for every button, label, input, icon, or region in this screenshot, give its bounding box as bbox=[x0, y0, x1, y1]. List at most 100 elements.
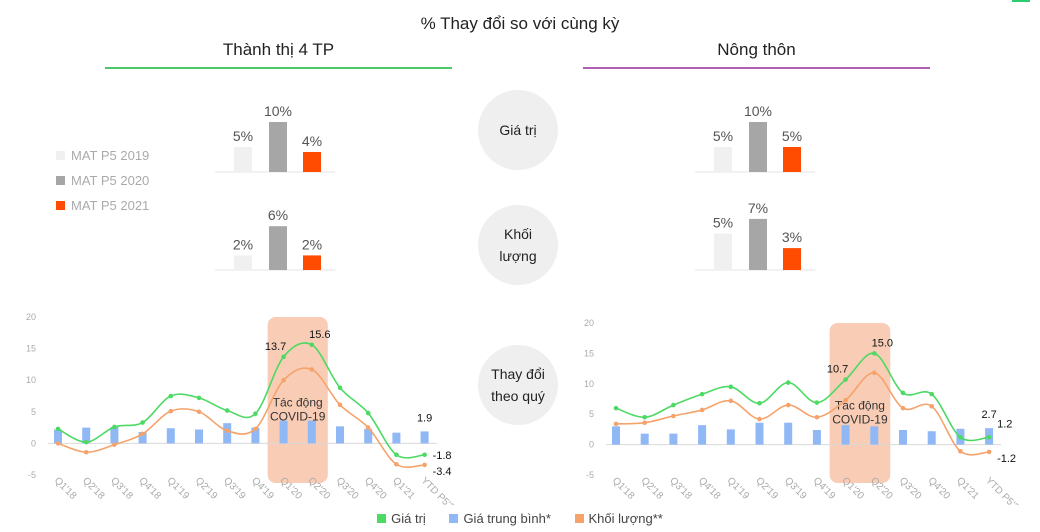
value-line-point bbox=[224, 408, 230, 413]
value-line-point bbox=[872, 351, 877, 356]
bar-label-2021: 3% bbox=[782, 229, 802, 245]
avg-price-bar bbox=[784, 422, 793, 445]
legend-label-gia-tri: Giá trị bbox=[391, 511, 426, 526]
x-tick-label: Q2'18 bbox=[80, 475, 107, 502]
legend-swatch-gia-tb bbox=[449, 514, 459, 523]
x-tick-label: Q3'18 bbox=[108, 475, 135, 502]
x-tick-label: YTD P5'21 bbox=[418, 475, 460, 505]
avg-price-bar bbox=[870, 426, 879, 445]
bar-2019 bbox=[234, 255, 252, 270]
bar-label-2020: 10% bbox=[744, 103, 772, 119]
value-line-point bbox=[613, 405, 619, 411]
data-label: -1.2 bbox=[997, 453, 1016, 465]
x-tick-label: Q1'19 bbox=[165, 475, 192, 502]
metric-circle-quarterly: Thay đổi theo quý bbox=[478, 345, 558, 425]
bar-2020 bbox=[269, 226, 287, 270]
legend-item-gia-tb: Giá trung bình* bbox=[449, 511, 551, 526]
avg-price-bar bbox=[841, 425, 850, 445]
bar-label-2021: 2% bbox=[302, 236, 322, 252]
metric-label-volume-2: lượng bbox=[499, 248, 537, 264]
volume-line bbox=[57, 367, 425, 468]
volume-line-point bbox=[394, 461, 399, 467]
avg-price-bar bbox=[82, 427, 91, 444]
bottom-legend: Giá trị Giá trung bình* Khối lượng** bbox=[0, 511, 1040, 526]
avg-price-bar bbox=[899, 430, 907, 445]
bar-2020 bbox=[749, 218, 767, 270]
value-line-point bbox=[309, 342, 315, 348]
legend-item-gia-tri: Giá trị bbox=[377, 511, 426, 526]
value-line-point bbox=[642, 414, 647, 420]
legend-swatch-2019 bbox=[56, 151, 65, 160]
avg-price-bar bbox=[195, 429, 203, 444]
legend-swatch-2021 bbox=[56, 201, 65, 210]
value-line-point bbox=[757, 400, 762, 406]
bar-2020 bbox=[749, 122, 767, 172]
avg-price-bar bbox=[669, 433, 678, 445]
bar-2019 bbox=[714, 147, 732, 172]
y-tick-label: 5 bbox=[589, 409, 594, 419]
value-line bbox=[615, 352, 990, 442]
volume-line-point bbox=[83, 449, 89, 455]
value-line-point bbox=[365, 410, 371, 416]
bar-2021 bbox=[303, 152, 321, 172]
volume-line-point bbox=[958, 448, 963, 454]
volume-line-point bbox=[422, 462, 427, 468]
value-line-point bbox=[785, 380, 791, 385]
volume-line-point bbox=[253, 426, 258, 432]
data-label: -1.8 bbox=[433, 450, 452, 462]
avg-price-bar bbox=[640, 433, 649, 445]
metric-label-volume-1: Khối bbox=[503, 226, 533, 242]
bar-label-2019: 5% bbox=[713, 215, 733, 231]
bar-label-2019: 5% bbox=[233, 128, 253, 144]
avg-price-bar bbox=[812, 430, 821, 445]
region-rule-urban bbox=[105, 67, 452, 69]
region-rule-rural bbox=[583, 67, 930, 69]
y-tick-label: 10 bbox=[584, 379, 594, 389]
avg-price-bar bbox=[364, 428, 373, 444]
value-line-point bbox=[671, 402, 676, 408]
bar-label-2021: 5% bbox=[782, 128, 802, 144]
value-line-point bbox=[394, 452, 399, 458]
volume-line-point bbox=[140, 431, 145, 437]
bar-2021 bbox=[783, 147, 801, 172]
y-tick-label: 5 bbox=[31, 407, 36, 417]
bar-2019 bbox=[234, 147, 252, 172]
value-line-point bbox=[281, 354, 286, 360]
avg-price-bar bbox=[251, 427, 260, 444]
covid-label-line2: COVID-19 bbox=[832, 412, 888, 426]
legend-label-khoi-luong: Khối lượng** bbox=[588, 511, 663, 526]
value-line bbox=[57, 342, 425, 459]
avg-price-bar bbox=[138, 432, 147, 444]
volume-line-point bbox=[872, 370, 877, 376]
avg-price-bar bbox=[54, 429, 62, 444]
x-tick-label: Q2'19 bbox=[753, 475, 780, 502]
value-line-point bbox=[814, 400, 820, 405]
data-label: 1.2 bbox=[997, 418, 1012, 430]
y-tick-label: 20 bbox=[26, 312, 36, 322]
bar-chart-urban-volume: 2% 6% 2% bbox=[215, 207, 335, 271]
bar-label-2019: 5% bbox=[713, 128, 733, 144]
data-label: 13.7 bbox=[265, 341, 286, 353]
volume-line-point bbox=[757, 416, 762, 422]
volume-line-point bbox=[785, 402, 791, 408]
y-tick-label: 0 bbox=[31, 438, 36, 448]
data-label: 15.6 bbox=[309, 329, 330, 341]
legend-label-2019: MAT P5 2019 bbox=[71, 148, 150, 163]
x-tick-label: Q1'19 bbox=[725, 475, 752, 502]
x-tick-label: Q2'18 bbox=[639, 475, 666, 502]
value-line-point bbox=[253, 411, 258, 416]
y-tick-label: 20 bbox=[584, 318, 594, 328]
avg-price-bar bbox=[420, 431, 429, 444]
legend-label-2020: MAT P5 2020 bbox=[71, 173, 150, 188]
avg-price-bar bbox=[307, 420, 316, 444]
x-tick-label: YTD P5'21 bbox=[983, 475, 1025, 505]
value-line-point bbox=[196, 395, 202, 401]
avg-price-bar bbox=[612, 426, 620, 445]
legend-label-gia-tb: Giá trung bình* bbox=[463, 511, 551, 526]
x-tick-label: Q1'18 bbox=[610, 475, 637, 502]
covid-label-line1: Tác động bbox=[273, 396, 323, 410]
data-label: -3.4 bbox=[433, 466, 452, 478]
avg-price-bar bbox=[698, 425, 707, 445]
volume-line-point bbox=[281, 377, 286, 383]
legend-label-2021: MAT P5 2021 bbox=[71, 198, 150, 213]
